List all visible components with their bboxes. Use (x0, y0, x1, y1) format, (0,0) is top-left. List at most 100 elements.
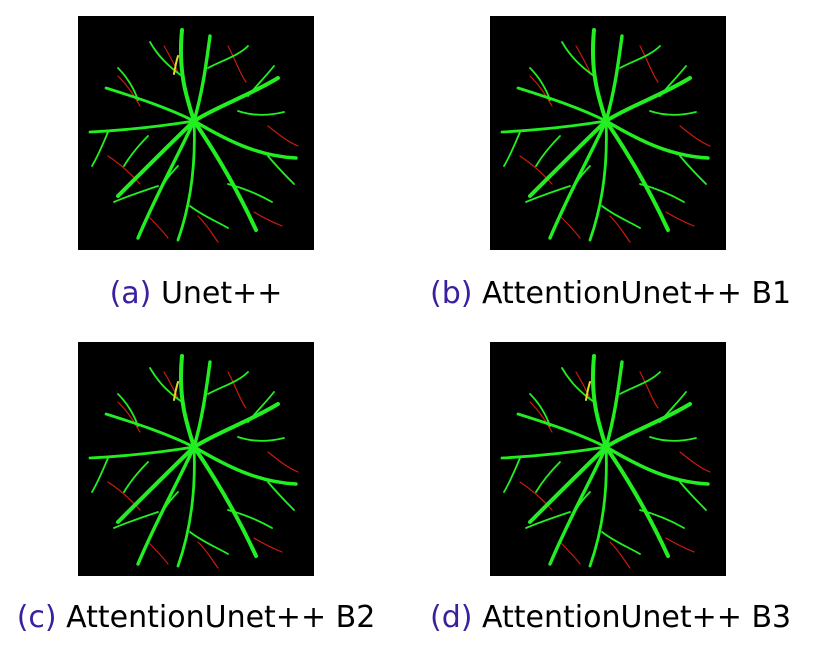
main-vessel-7 (604, 119, 710, 160)
thin-vessel-4 (525, 185, 571, 203)
main-vessel-2 (104, 86, 196, 123)
main-vessel-2 (104, 412, 196, 449)
main-vessel-5 (588, 119, 608, 242)
missed-vessel-6 (665, 211, 695, 227)
missed-vessel-3 (267, 125, 299, 147)
missed-vessel-4 (197, 541, 219, 569)
thin-vessel-7 (679, 481, 707, 511)
caption-a-label: Unet++ (160, 276, 283, 311)
missed-vessel-1 (227, 45, 247, 83)
missed-vessel-0 (117, 401, 141, 433)
main-vessel-6 (192, 445, 258, 558)
vessel-map-c (88, 354, 299, 569)
caption-b-letter: (b) (430, 276, 473, 311)
main-vessel-0 (178, 28, 196, 123)
thin-vessel-4 (113, 511, 159, 529)
main-vessel-1 (604, 360, 624, 449)
main-vessel-4 (136, 445, 196, 566)
caption-c-letter: (c) (16, 600, 57, 635)
missed-vessel-4 (609, 541, 631, 569)
thin-vessel-4 (525, 511, 571, 529)
missed-vessel-1 (227, 371, 247, 409)
thin-vessel-1 (619, 45, 661, 69)
missed-vessel-6 (665, 537, 695, 553)
thin-vessel-11 (123, 461, 149, 493)
missed-vessel-1 (639, 45, 659, 83)
missed-vessel-5 (147, 541, 169, 565)
missed-vessel-6 (253, 537, 283, 553)
vessel-segmentation-panel-d (490, 342, 726, 576)
main-vessel-6 (604, 119, 670, 232)
main-vessel-2 (516, 412, 608, 449)
thin-vessel-1 (619, 371, 661, 395)
thin-vessel-1 (207, 371, 249, 395)
main-vessel-7 (192, 119, 298, 160)
caption-d-letter: (d) (430, 600, 473, 635)
thin-vessel-10 (237, 436, 285, 442)
thin-vessel-8 (601, 205, 641, 229)
thin-vessel-4 (113, 185, 159, 203)
missed-vessel-7 (163, 45, 179, 73)
thin-vessel-7 (267, 155, 295, 185)
caption-a-letter: (a) (109, 276, 152, 311)
extra-vessel-0 (173, 55, 179, 75)
main-vessel-8 (88, 119, 196, 134)
main-vessel-4 (136, 119, 196, 240)
caption-d-label: AttentionUnet++ B3 (482, 600, 792, 635)
thin-vessel-8 (601, 531, 641, 555)
thin-vessel-8 (189, 531, 229, 555)
missed-vessel-7 (575, 45, 591, 73)
main-vessel-9 (116, 445, 196, 524)
vessel-map-b (500, 28, 711, 243)
vessel-segmentation-panel-c (78, 342, 314, 576)
thin-vessel-1 (207, 45, 249, 69)
main-vessel-6 (192, 119, 258, 232)
main-vessel-9 (116, 119, 196, 198)
thin-vessel-7 (679, 155, 707, 185)
missed-vessel-2 (107, 481, 141, 511)
thin-vessel-0 (561, 367, 595, 403)
main-vessel-6 (604, 445, 670, 558)
thin-vessel-8 (189, 205, 229, 229)
main-vessel-8 (500, 445, 608, 460)
missed-vessel-3 (267, 451, 299, 473)
missed-vessel-5 (559, 541, 581, 565)
missed-vessel-0 (529, 401, 553, 433)
thin-vessel-11 (123, 135, 149, 167)
caption-c: (c) AttentionUnet++ B2 (10, 600, 382, 636)
main-vessel-1 (192, 34, 212, 123)
main-vessel-9 (528, 445, 608, 524)
missed-vessel-7 (163, 371, 179, 399)
missed-vessel-3 (679, 451, 711, 473)
missed-vessel-2 (107, 155, 141, 185)
main-vessel-3 (192, 402, 280, 449)
main-vessel-7 (604, 445, 710, 486)
thin-vessel-11 (535, 461, 561, 493)
caption-c-label: AttentionUnet++ B2 (66, 600, 376, 635)
main-vessel-7 (192, 445, 298, 486)
main-vessel-5 (588, 445, 608, 568)
main-vessel-2 (516, 86, 608, 123)
main-vessel-1 (604, 34, 624, 123)
thin-vessel-0 (149, 41, 183, 77)
caption-b-label: AttentionUnet++ B1 (482, 276, 792, 311)
thin-vessel-6 (91, 131, 109, 167)
main-vessel-1 (192, 360, 212, 449)
missed-vessel-2 (519, 155, 553, 185)
caption-b: (b) AttentionUnet++ B1 (430, 276, 791, 312)
extra-vessel-0 (173, 381, 179, 401)
main-vessel-3 (192, 76, 280, 123)
main-vessel-5 (176, 445, 196, 568)
vessel-map-d (500, 354, 711, 569)
main-vessel-5 (176, 119, 196, 242)
missed-vessel-0 (117, 75, 141, 107)
caption-d: (d) AttentionUnet++ B3 (430, 600, 791, 636)
vessel-segmentation-panel-a (78, 16, 314, 250)
thin-vessel-10 (649, 436, 697, 442)
vessel-map-a (88, 28, 299, 243)
main-vessel-8 (500, 119, 608, 134)
main-vessel-4 (548, 445, 608, 566)
thin-vessel-10 (237, 110, 285, 116)
missed-vessel-0 (529, 75, 553, 107)
main-vessel-0 (590, 354, 608, 449)
